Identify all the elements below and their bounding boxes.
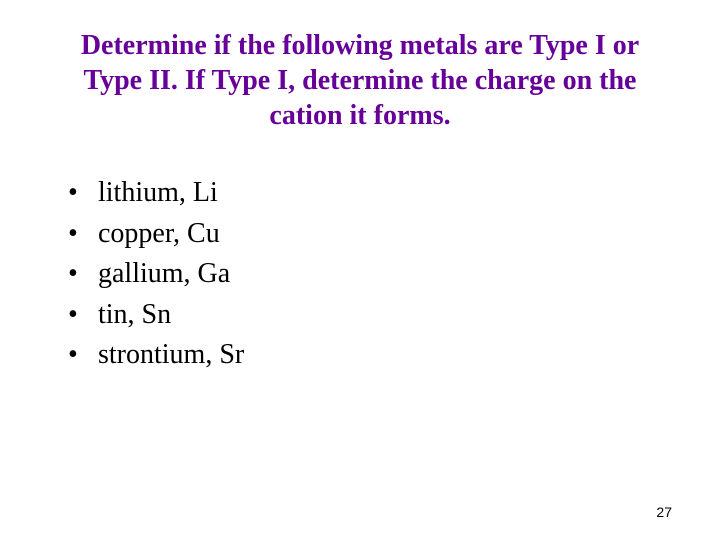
page-number: 27: [656, 504, 672, 520]
list-item-label: tin, Sn: [98, 295, 171, 336]
list-item-label: gallium, Ga: [98, 254, 230, 295]
bullet-icon: •: [68, 173, 98, 214]
list-item-label: strontium, Sr: [98, 335, 244, 376]
list-item-label: lithium, Li: [98, 173, 218, 214]
list-item: • gallium, Ga: [68, 254, 670, 295]
bullet-icon: •: [68, 295, 98, 336]
bullet-icon: •: [68, 214, 98, 255]
bullet-list: • lithium, Li • copper, Cu • gallium, Ga…: [50, 173, 670, 376]
list-item: • lithium, Li: [68, 173, 670, 214]
list-item: • copper, Cu: [68, 214, 670, 255]
slide-title: Determine if the following metals are Ty…: [50, 28, 670, 133]
list-item-label: copper, Cu: [98, 214, 220, 255]
list-item: • strontium, Sr: [68, 335, 670, 376]
list-item: • tin, Sn: [68, 295, 670, 336]
bullet-icon: •: [68, 254, 98, 295]
slide-container: Determine if the following metals are Ty…: [0, 0, 720, 540]
bullet-icon: •: [68, 335, 98, 376]
